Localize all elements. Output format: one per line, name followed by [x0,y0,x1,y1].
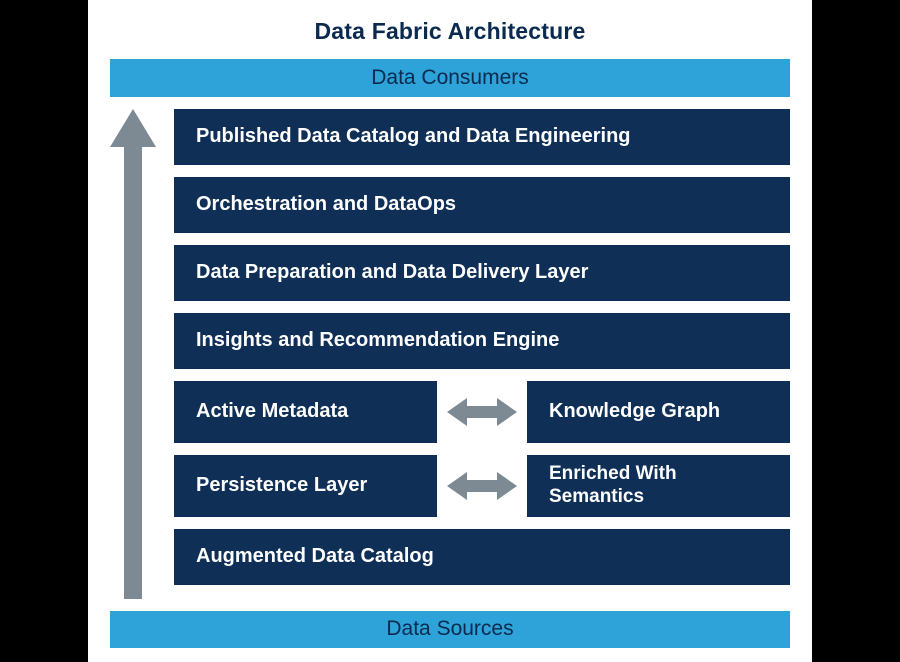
layer-label: Knowledge Graph [549,400,720,423]
diagram-canvas: Data Fabric Architecture Data Consumers … [88,0,812,662]
layer-insights: Insights and Recommendation Engine [174,313,790,369]
layer-label: Persistence Layer [196,474,367,497]
up-arrow-icon [110,109,156,599]
top-cap-label: Data Consumers [371,66,529,90]
layer-label: Orchestration and DataOps [196,193,456,216]
vertical-arrow-column [110,109,156,599]
bottom-cap-bar: Data Sources [110,611,790,649]
layer-published-catalog: Published Data Catalog and Data Engineer… [174,109,790,165]
layer-orchestration: Orchestration and DataOps [174,177,790,233]
layer-persistence: Persistence Layer [174,455,437,517]
bottom-cap-label: Data Sources [386,617,513,641]
layer-augmented-catalog: Augmented Data Catalog [174,529,790,585]
layer-knowledge-graph: Knowledge Graph [527,381,790,443]
layers-column: Published Data Catalog and Data Engineer… [174,109,790,599]
diagram-title: Data Fabric Architecture [110,18,790,45]
stack-region: Published Data Catalog and Data Engineer… [110,97,790,611]
split-row-persistence: Persistence Layer Enriched With Semantic… [174,455,790,517]
double-arrow-icon [447,396,517,428]
layer-active-metadata: Active Metadata [174,381,437,443]
layer-label: Data Preparation and Data Delivery Layer [196,261,588,284]
layer-data-prep: Data Preparation and Data Delivery Layer [174,245,790,301]
layer-label: Active Metadata [196,400,348,423]
layer-label: Enriched With Semantics [549,463,768,508]
bidirectional-arrow [447,455,517,517]
double-arrow-icon [447,470,517,502]
layer-label: Published Data Catalog and Data Engineer… [196,125,631,148]
bidirectional-arrow [447,381,517,443]
split-row-metadata: Active Metadata Knowledge Graph [174,381,790,443]
layer-label: Insights and Recommendation Engine [196,329,559,352]
top-cap-bar: Data Consumers [110,59,790,97]
layer-label: Augmented Data Catalog [196,545,434,568]
layer-enriched-semantics: Enriched With Semantics [527,455,790,517]
